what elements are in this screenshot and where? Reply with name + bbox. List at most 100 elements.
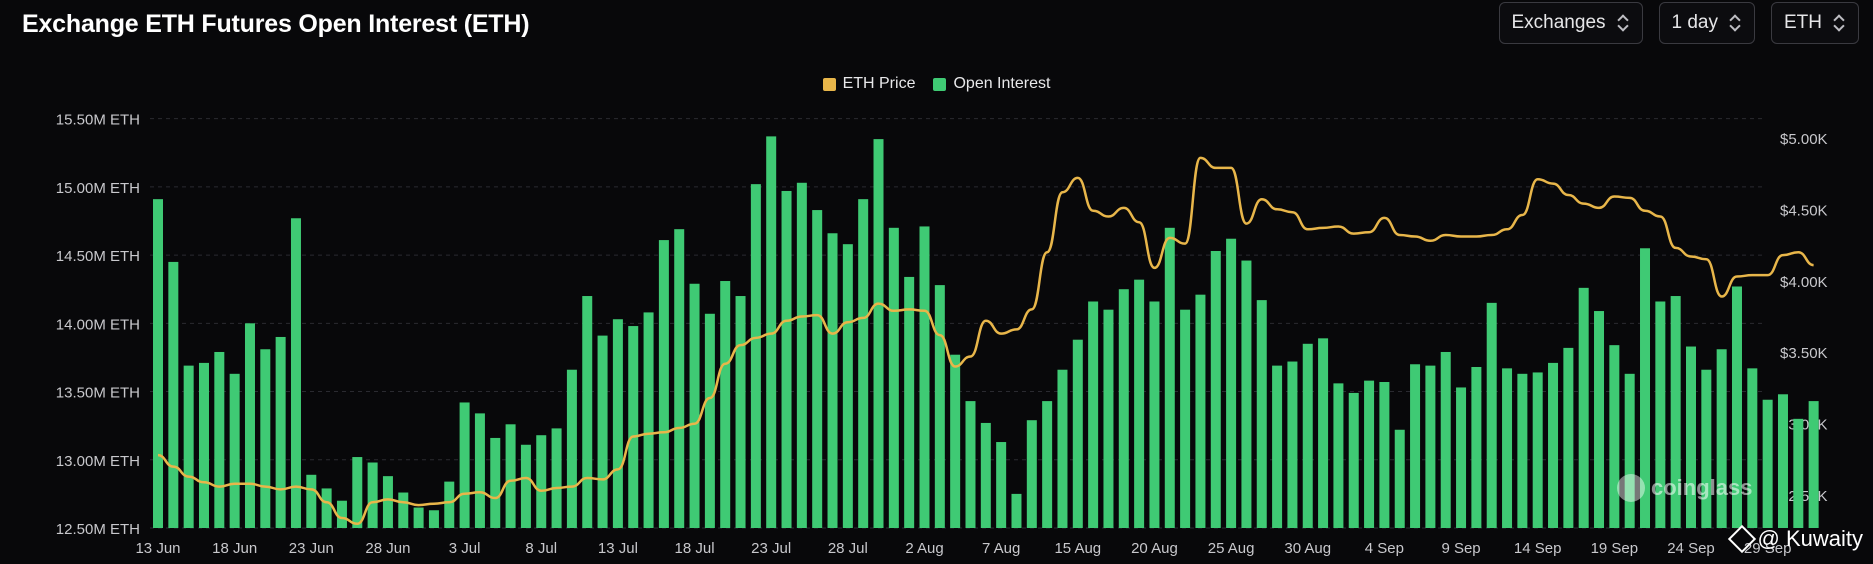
credit: @ Kuwaity — [1727, 524, 1863, 554]
x-tick-label: 23 Jun — [289, 540, 334, 557]
exchange-select[interactable]: Exchanges — [1498, 2, 1643, 44]
oi-bar — [980, 422, 991, 528]
chart-controls: Exchanges 1 day ETH — [1498, 2, 1859, 44]
x-tick-label: 25 Aug — [1208, 540, 1255, 557]
oi-bar — [996, 442, 1007, 528]
oi-bar — [1241, 260, 1252, 528]
x-tick-label: 13 Jul — [598, 540, 638, 557]
oi-bar — [1762, 399, 1773, 528]
x-tick-label: 15 Aug — [1054, 540, 1101, 557]
legend-item-open-interest[interactable]: Open Interest — [933, 75, 1050, 93]
chart-legend: ETH Price Open Interest — [0, 75, 1873, 93]
oi-bar — [904, 276, 915, 528]
y-left-tick-label: 15.50M ETH — [56, 112, 140, 129]
oi-bar — [888, 227, 899, 528]
x-tick-label: 13 Jun — [135, 540, 180, 557]
oi-bar — [1256, 300, 1267, 528]
oi-bar — [1210, 251, 1221, 528]
oi-bar — [1379, 381, 1390, 528]
oi-bar — [735, 296, 746, 528]
legend-item-eth-price[interactable]: ETH Price — [822, 75, 915, 93]
y-left-tick-label: 15.00M ETH — [56, 180, 140, 197]
oi-bar — [275, 336, 286, 528]
coinglass-logo-icon — [1617, 474, 1645, 502]
oi-bar — [1624, 373, 1635, 528]
oi-bar — [1410, 364, 1421, 528]
oi-bar — [919, 226, 930, 528]
oi-bar — [214, 351, 225, 528]
x-tick-label: 9 Sep — [1441, 540, 1480, 557]
oi-bar — [1348, 392, 1359, 528]
oi-bar — [1134, 279, 1145, 528]
oi-bar — [1471, 366, 1482, 528]
oi-bar — [1394, 429, 1405, 528]
unit-select-value: ETH — [1784, 12, 1822, 33]
x-tick-label: 24 Sep — [1667, 540, 1715, 557]
oi-bar — [720, 281, 731, 528]
oi-bar — [290, 218, 301, 529]
oi-bar — [1670, 296, 1681, 528]
x-tick-label: 20 Aug — [1131, 540, 1178, 557]
credit-text: @ Kuwaity — [1757, 526, 1863, 551]
oi-bar — [1103, 309, 1114, 528]
y-right-tick-label: $4.50K — [1780, 202, 1828, 219]
unit-select[interactable]: ETH — [1771, 2, 1859, 44]
oi-bar — [643, 312, 654, 528]
oi-bar — [1072, 339, 1083, 528]
oi-bar — [582, 296, 593, 528]
oi-bar — [1287, 361, 1298, 528]
oi-bar — [1425, 365, 1436, 528]
diamond-icon — [1727, 524, 1756, 554]
oi-bar — [474, 413, 485, 528]
oi-bar — [168, 261, 179, 528]
oi-bar — [1456, 387, 1467, 528]
oi-bar — [336, 500, 347, 528]
oi-bar — [382, 476, 393, 528]
oi-bar — [950, 354, 961, 528]
interval-select[interactable]: 1 day — [1658, 2, 1755, 44]
interval-select-value: 1 day — [1671, 12, 1718, 33]
x-tick-label: 18 Jul — [675, 540, 715, 557]
y-right-tick-label: $5.00K — [1780, 131, 1828, 148]
oi-bar — [628, 326, 639, 528]
oi-bar — [459, 402, 470, 528]
oi-bar — [1731, 286, 1742, 528]
oi-bar — [520, 444, 531, 528]
oi-bar — [781, 190, 792, 528]
oi-bar — [1333, 383, 1344, 528]
oi-bar — [229, 373, 240, 528]
oi-bar — [444, 481, 455, 528]
oi-bar — [1701, 369, 1712, 528]
legend-swatch-price — [822, 77, 836, 91]
oi-bar — [1042, 401, 1053, 528]
x-tick-label: 29 Sep — [1744, 540, 1792, 557]
oi-bar — [428, 510, 439, 528]
oi-bar — [827, 233, 838, 528]
oi-bar — [1149, 301, 1160, 528]
y-right-tick-label: $3.50K — [1780, 345, 1828, 362]
y-left-tick-label: 13.00M ETH — [56, 453, 140, 470]
oi-bar — [873, 139, 884, 528]
x-tick-label: 28 Jul — [828, 540, 868, 557]
oi-bar — [704, 313, 715, 528]
x-tick-label: 4 Sep — [1365, 540, 1404, 557]
oi-bar — [796, 182, 807, 529]
oi-bar — [1609, 345, 1620, 528]
oi-bar — [536, 435, 547, 528]
exchange-select-value: Exchanges — [1511, 12, 1606, 33]
oi-bar — [1088, 301, 1099, 528]
oi-bar — [1011, 493, 1022, 528]
eth-price-line — [157, 156, 1814, 525]
oi-bar — [551, 428, 562, 528]
oi-bar — [490, 437, 501, 528]
oi-bar — [612, 319, 623, 528]
oi-bar — [1793, 418, 1804, 528]
oi-bar — [1364, 380, 1375, 528]
x-tick-label: 28 Jun — [365, 540, 410, 557]
oi-bar — [812, 210, 823, 528]
oi-bar — [1226, 238, 1237, 528]
oi-bar — [1486, 302, 1497, 528]
x-tick-label: 7 Aug — [982, 540, 1020, 557]
oi-bar — [689, 283, 700, 528]
oi-bar — [1655, 301, 1666, 528]
